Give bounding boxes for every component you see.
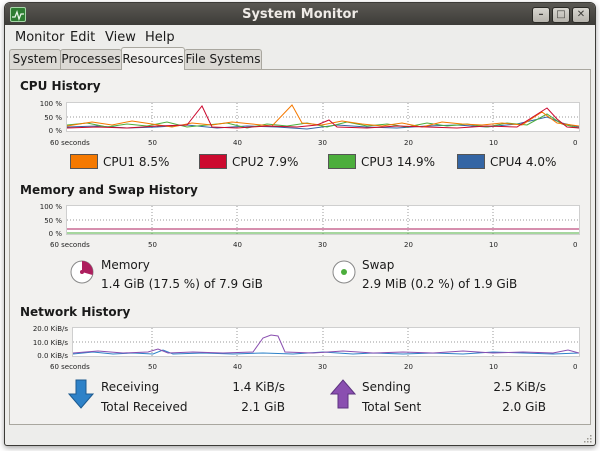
total-sent-label: Total Sent [362,400,422,414]
cpu-x-tick-50: 50 [148,139,157,147]
menu-bar: Monitor Edit View Help [5,26,595,48]
network-x-tick-40: 40 [233,363,242,371]
menu-monitor[interactable]: Monitor [15,30,65,45]
tab-processes[interactable]: Processes [60,49,122,69]
resize-grip-icon[interactable] [582,432,592,443]
cpu-x-tick-20: 20 [404,139,413,147]
memory-history-graph [66,205,580,235]
window-title: System Monitor [242,7,358,22]
cpu1-legend: CPU1 8.5% [103,155,170,169]
network-x-tick-30: 30 [318,363,327,371]
network-history-graph [72,327,580,357]
memory-y-tick-0: 0 % [48,230,62,238]
cpu-x-tick-60: 60 seconds [50,139,90,147]
sending-value: 2.5 KiB/s [493,380,546,394]
network-y-tick-0: 0.0 KiB/s [37,352,68,360]
tab-resources[interactable]: Resources [121,47,185,70]
memory-pie-icon[interactable] [70,260,94,284]
memory-value: 1.4 GiB (17.5 %) of 7.9 GiB [101,277,263,291]
memory-label: Memory [101,258,150,272]
receiving-arrow-icon[interactable] [67,379,95,412]
menu-view[interactable]: View [105,30,136,45]
network-x-tick-50: 50 [148,363,157,371]
swap-pie-icon[interactable] [332,260,356,284]
memory-x-tick-50: 50 [148,241,157,249]
cpu2-legend: CPU2 7.9% [232,155,299,169]
total-sent-value: 2.0 GiB [502,400,546,414]
memory-history-title: Memory and Swap History [20,183,198,197]
system-monitor-app-icon[interactable] [10,7,26,22]
minimize-icon[interactable]: – [532,7,550,23]
network-x-tick-10: 10 [489,363,498,371]
close-icon[interactable]: ✕ [572,7,590,23]
cpu-x-tick-10: 10 [489,139,498,147]
system-monitor-window: System Monitor – □ ✕ Monitor Edit View H… [4,2,596,446]
menu-edit[interactable]: Edit [70,30,96,45]
swap-label: Swap [362,258,395,272]
cpu1-color-swatch[interactable] [70,154,98,169]
receiving-value: 1.4 KiB/s [232,380,285,394]
maximize-icon[interactable]: □ [552,7,570,23]
cpu-y-tick-100: 100 % [39,100,62,108]
menu-help[interactable]: Help [145,30,175,45]
network-x-tick-60: 60 seconds [50,363,90,371]
receiving-label: Receiving [101,380,160,394]
total-received-value: 2.1 GiB [241,400,285,414]
resources-panel: CPU History 100 % 50 % 0 % 60 seconds 50… [9,69,591,425]
network-y-tick-20: 20.0 KiB/s [32,325,68,333]
cpu-x-tick-0: 0 [573,139,578,147]
cpu-history-title: CPU History [20,79,101,93]
memory-x-tick-10: 10 [489,241,498,249]
network-history-title: Network History [20,305,131,319]
cpu2-color-swatch[interactable] [199,154,227,169]
title-bar[interactable]: System Monitor – □ ✕ [5,3,595,25]
tab-system[interactable]: System [9,49,61,69]
cpu-x-tick-30: 30 [318,139,327,147]
total-received-label: Total Received [101,400,188,414]
network-x-tick-0: 0 [573,363,578,371]
cpu4-color-swatch[interactable] [457,154,485,169]
memory-x-tick-0: 0 [573,241,578,249]
cpu-y-tick-50: 50 % [44,114,62,122]
sending-arrow-icon[interactable] [329,379,357,412]
memory-y-tick-100: 100 % [39,203,62,211]
network-y-tick-10: 10.0 KiB/s [32,339,68,347]
cpu3-color-swatch[interactable] [328,154,356,169]
tab-file-systems[interactable]: File Systems [184,49,262,69]
cpu-y-tick-0: 0 % [48,127,62,135]
memory-x-tick-60: 60 seconds [50,241,90,249]
network-x-tick-20: 20 [404,363,413,371]
cpu-x-tick-40: 40 [233,139,242,147]
cpu3-legend: CPU3 14.9% [361,155,435,169]
memory-x-tick-20: 20 [404,241,413,249]
memory-x-tick-40: 40 [233,241,242,249]
cpu4-legend: CPU4 4.0% [490,155,557,169]
cpu-history-graph [66,102,580,132]
sending-label: Sending [362,380,411,394]
memory-x-tick-30: 30 [318,241,327,249]
swap-value: 2.9 MiB (0.2 %) of 1.9 GiB [362,277,518,291]
memory-y-tick-50: 50 % [44,217,62,225]
